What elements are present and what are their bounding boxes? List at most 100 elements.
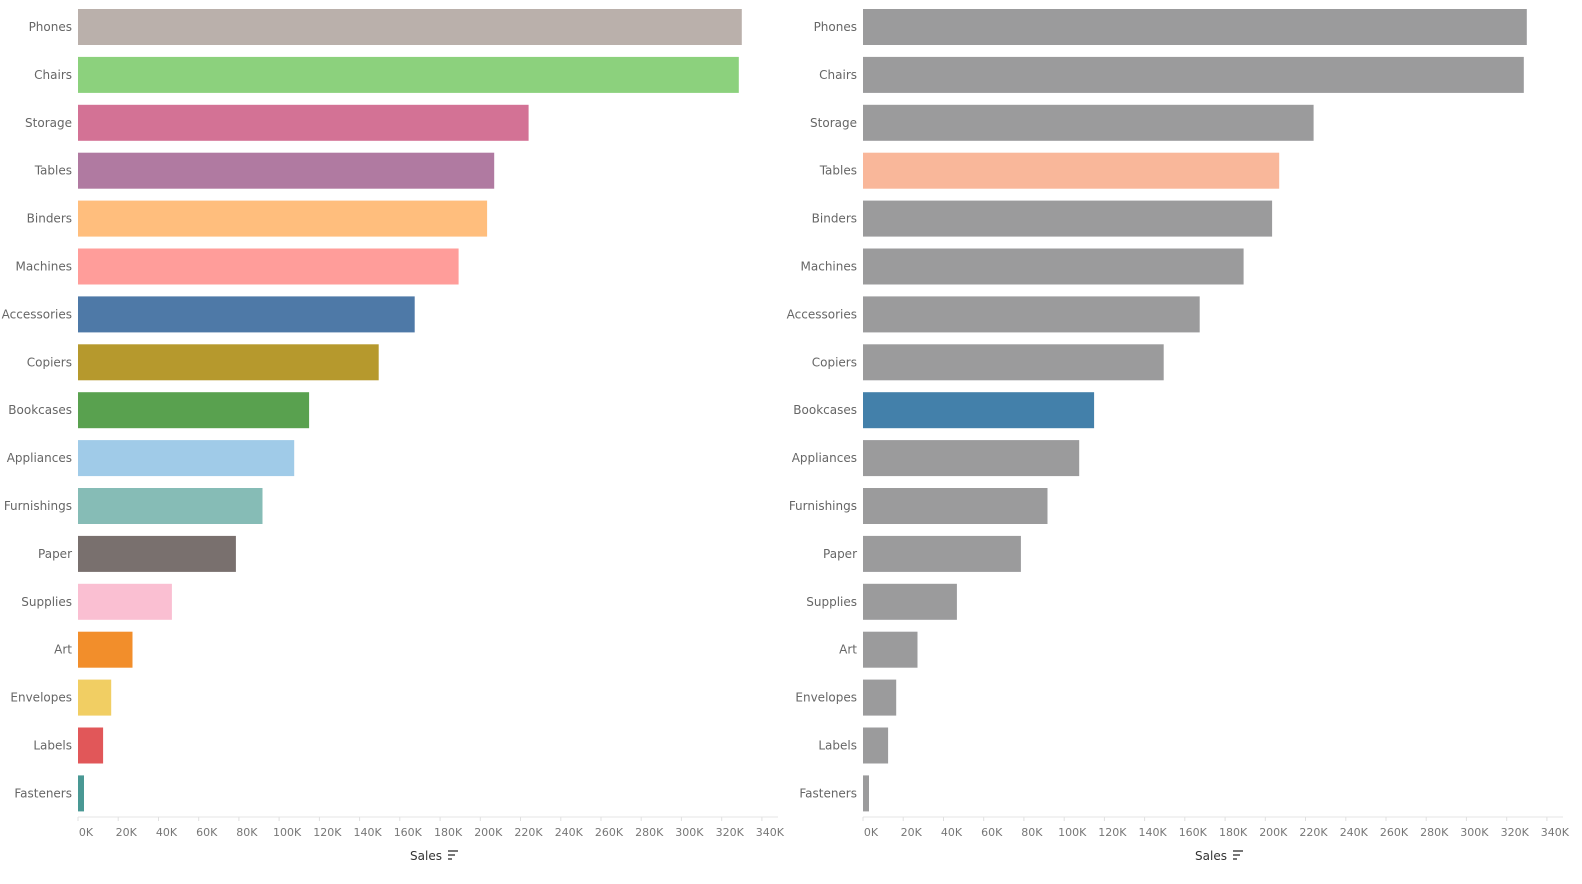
x-tick-label: 260K	[1380, 826, 1409, 839]
bar-phones[interactable]	[78, 9, 742, 45]
x-tick-label: 100K	[273, 826, 302, 839]
category-label-fasteners: Fasteners	[14, 786, 72, 800]
category-label-paper: Paper	[823, 547, 857, 561]
x-tick-label: 40K	[941, 826, 963, 839]
bar-phones[interactable]	[863, 9, 1527, 45]
bar-bookcases[interactable]	[863, 392, 1095, 429]
category-label-supplies: Supplies	[21, 595, 72, 609]
category-label-binders: Binders	[812, 212, 857, 226]
bar-paper[interactable]	[863, 535, 1021, 572]
category-label-copiers: Copiers	[27, 355, 72, 369]
category-label-labels: Labels	[33, 739, 72, 753]
category-label-furnishings: Furnishings	[789, 499, 857, 513]
category-label-tables: Tables	[819, 164, 857, 178]
category-label-machines: Machines	[801, 260, 857, 274]
bar-art[interactable]	[78, 631, 133, 668]
bar-supplies[interactable]	[863, 583, 957, 620]
category-label-binders: Binders	[27, 212, 72, 226]
sort-descending-icon[interactable]	[448, 850, 458, 860]
category-label-fasteners: Fasteners	[799, 786, 857, 800]
x-tick-label: 340K	[1541, 826, 1570, 839]
bar-storage[interactable]	[863, 104, 1314, 141]
x-axis-title: Sales	[410, 849, 442, 863]
bar-tables[interactable]	[78, 152, 495, 189]
category-label-storage: Storage	[810, 116, 857, 130]
bar-art[interactable]	[863, 631, 918, 668]
x-tick-label: 220K	[514, 826, 543, 839]
bar-storage[interactable]	[78, 104, 529, 141]
bar-paper[interactable]	[78, 535, 236, 572]
bar-furnishings[interactable]	[78, 488, 263, 524]
bar-labels[interactable]	[78, 727, 104, 764]
category-label-chairs: Chairs	[819, 68, 857, 82]
bar-accessories[interactable]	[78, 296, 415, 333]
category-label-accessories: Accessories	[787, 307, 857, 321]
bar-chairs[interactable]	[78, 56, 739, 93]
category-label-chairs: Chairs	[34, 68, 72, 82]
category-label-appliances: Appliances	[7, 451, 72, 465]
x-tick-label: 20K	[901, 826, 923, 839]
bar-machines[interactable]	[78, 248, 459, 285]
bar-copiers[interactable]	[863, 344, 1164, 381]
x-tick-label: 280K	[1420, 826, 1449, 839]
x-tick-label: 260K	[595, 826, 624, 839]
x-tick-label: 280K	[635, 826, 664, 839]
bar-fasteners[interactable]	[863, 775, 869, 812]
bar-binders[interactable]	[863, 200, 1273, 237]
category-label-tables: Tables	[34, 164, 72, 178]
bar-tables[interactable]	[863, 152, 1280, 189]
category-label-bookcases: Bookcases	[8, 403, 72, 417]
category-label-furnishings: Furnishings	[4, 499, 72, 513]
x-tick-label: 200K	[474, 826, 503, 839]
bar-appliances[interactable]	[863, 440, 1080, 477]
x-tick-label: 160K	[394, 826, 423, 839]
bar-machines[interactable]	[863, 248, 1244, 285]
bar-fasteners[interactable]	[78, 775, 84, 812]
bar-envelopes[interactable]	[863, 679, 897, 716]
bar-appliances[interactable]	[78, 440, 295, 477]
category-label-envelopes: Envelopes	[795, 691, 857, 705]
category-label-appliances: Appliances	[792, 451, 857, 465]
bar-supplies[interactable]	[78, 583, 172, 620]
bar-envelopes[interactable]	[78, 679, 112, 716]
x-tick-label: 120K	[313, 826, 342, 839]
category-label-envelopes: Envelopes	[10, 691, 72, 705]
category-label-paper: Paper	[38, 547, 72, 561]
x-tick-label: 240K	[1340, 826, 1369, 839]
sort-descending-icon[interactable]	[1233, 850, 1243, 860]
category-label-bookcases: Bookcases	[793, 403, 857, 417]
category-label-phones: Phones	[29, 20, 72, 34]
category-label-art: Art	[839, 643, 857, 657]
x-tick-label: 200K	[1259, 826, 1288, 839]
x-tick-label: 340K	[756, 826, 785, 839]
x-tick-label: 300K	[1460, 826, 1489, 839]
x-tick-label: 320K	[1501, 826, 1530, 839]
x-tick-label: 220K	[1299, 826, 1328, 839]
bar-chairs[interactable]	[863, 56, 1524, 93]
bar-binders[interactable]	[78, 200, 488, 237]
bar-accessories[interactable]	[863, 296, 1200, 333]
category-label-storage: Storage	[25, 116, 72, 130]
x-tick-label: 0K	[79, 826, 94, 839]
bar-bookcases[interactable]	[78, 392, 310, 429]
x-tick-label: 300K	[675, 826, 704, 839]
x-tick-label: 40K	[156, 826, 178, 839]
bar-copiers[interactable]	[78, 344, 379, 381]
category-label-supplies: Supplies	[806, 595, 857, 609]
x-tick-label: 0K	[864, 826, 879, 839]
bar-furnishings[interactable]	[863, 488, 1048, 524]
x-tick-label: 60K	[196, 826, 218, 839]
x-tick-label: 80K	[236, 826, 258, 839]
category-label-art: Art	[54, 643, 72, 657]
x-axis-title: Sales	[1195, 849, 1227, 863]
x-tick-label: 60K	[981, 826, 1003, 839]
bar-labels[interactable]	[863, 727, 889, 764]
category-label-machines: Machines	[16, 260, 72, 274]
x-tick-label: 80K	[1021, 826, 1043, 839]
x-tick-label: 160K	[1179, 826, 1208, 839]
category-label-accessories: Accessories	[2, 307, 72, 321]
category-label-labels: Labels	[818, 739, 857, 753]
category-label-copiers: Copiers	[812, 355, 857, 369]
x-tick-label: 180K	[434, 826, 463, 839]
